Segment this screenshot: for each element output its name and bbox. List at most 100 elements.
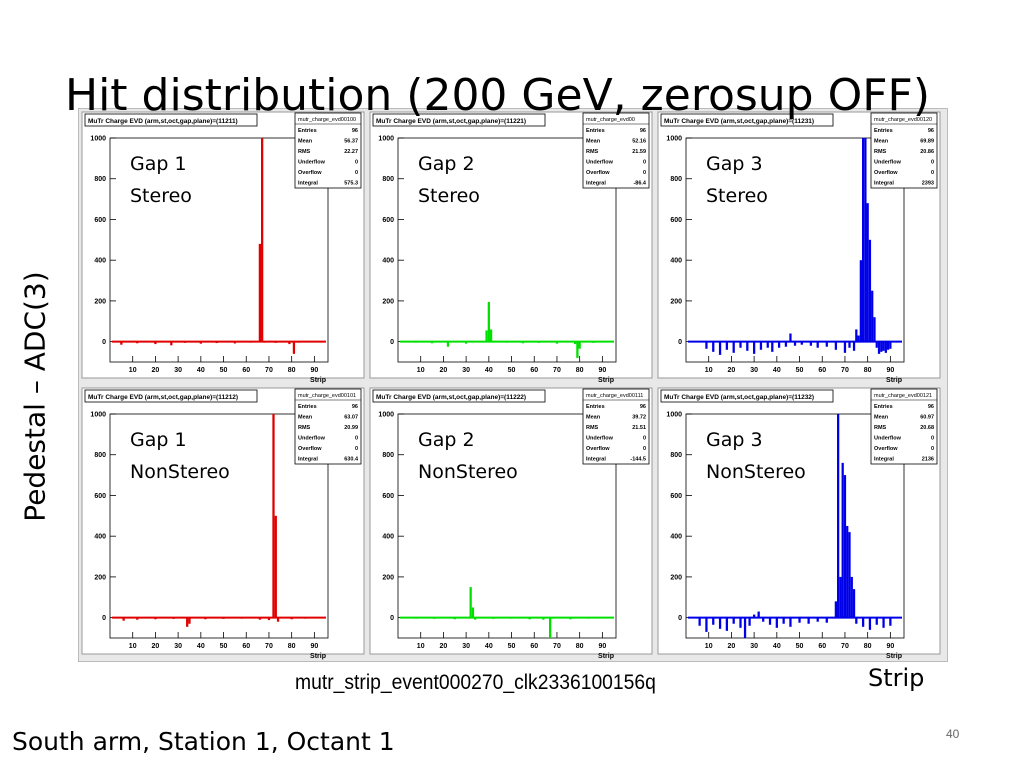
panel-4-bar [267, 617, 271, 621]
panel-3-bar [752, 341, 756, 354]
panel-6-gap-label: Gap 3 [706, 429, 763, 451]
panel-6-x-tick-label: 10 [705, 643, 713, 650]
panel-1-stat-name: RMS [298, 149, 311, 155]
panel-6-x-tick-label: 70 [841, 643, 849, 650]
panel-4-title-box [84, 389, 258, 403]
panel-1-plane-label: Stereo [130, 185, 192, 207]
panel-3-y-tick-label: 800 [670, 176, 682, 183]
panel-3-bar [857, 335, 860, 342]
panel-6-y-tick-label: 800 [670, 452, 682, 459]
panel-4-bar [204, 617, 207, 620]
panel-3-y-tick-label: 200 [670, 298, 682, 305]
panel-4-x-tick-label: 80 [288, 643, 296, 650]
panel-3-bar [725, 341, 729, 350]
panel-2-x-axis-label: Strip [598, 377, 614, 384]
panel-4-x-tick-label: 70 [265, 643, 273, 650]
panel-2-x-tick-label: 30 [462, 367, 470, 374]
panel-4-stat-value: 96 [352, 404, 358, 410]
panel-1-stat-name: Overflow [298, 170, 322, 176]
panel-4-plot-area [109, 413, 329, 639]
panel-1-stats-name: mutr_charge_evd00100 [298, 117, 356, 123]
panel-4-bar [240, 617, 243, 619]
panel-5-stat-name: RMS [586, 425, 599, 431]
panel-1-y-tick-label: 0 [102, 339, 106, 346]
panel-3-bar [746, 341, 749, 351]
panel-1-bar [263, 341, 266, 343]
panel-4-x-tick-label: 40 [197, 643, 205, 650]
panel-3-stat-value: 69.89 [920, 139, 934, 145]
panel-5-x-tick-label: 20 [440, 643, 448, 650]
panel-6-bar [861, 617, 865, 627]
panel-3-bar [766, 341, 769, 348]
panel-6-stat-value: 60.97 [920, 415, 934, 421]
panel-5-bar [415, 617, 418, 619]
panel-6-bar [882, 617, 885, 628]
panel-2-y-tick-label: 1000 [378, 136, 394, 143]
panel-2-title: MuTr Charge EVD (arm,st,oct,gap,plane)=(… [376, 118, 526, 125]
panel-5-gap-label: Gap 2 [418, 429, 475, 451]
panel-6-bar [752, 614, 756, 618]
panel-6-stat-value: 0 [931, 446, 934, 452]
panel-3-plane-label: Stereo [706, 185, 768, 207]
panel-5-x-tick-label: 80 [576, 643, 584, 650]
panel-4-y-tick-label: 200 [94, 574, 106, 581]
panel-4-bar [290, 617, 293, 620]
panel-6-stat-name: Integral [874, 457, 894, 463]
panel-6-stat-value: 2136 [922, 457, 934, 463]
panel-2-bar [576, 341, 579, 358]
panel-6-plot-area [685, 413, 905, 639]
panel-1-stat-name: Underflow [298, 160, 326, 166]
panel-4-x-tick-label: 30 [174, 643, 182, 650]
panel-5-bar [469, 587, 472, 618]
panel-5-bar [453, 617, 456, 620]
panel-2-bar [505, 341, 509, 343]
panel-1-bar [249, 341, 252, 343]
panel-2-stats-box [582, 112, 650, 189]
panel-1-x-tick-label: 50 [220, 367, 228, 374]
panel-4-stat-value: 63.07 [344, 415, 358, 421]
panel-3-bar [884, 341, 887, 353]
panel-2-bar [555, 341, 559, 344]
panel-3-stat-value: 20.86 [920, 149, 934, 155]
panel-1-y-tick-label: 200 [94, 298, 106, 305]
panel-5-plane-label: NonStereo [418, 461, 518, 483]
panel-5-bar [433, 617, 436, 619]
panel-6-bar [789, 617, 792, 627]
panel-3-bar [825, 341, 828, 347]
panel-1-stat-name: Mean [298, 139, 313, 145]
panel-5-x-axis-label: Strip [598, 653, 614, 660]
panel-2-bar [487, 301, 490, 342]
panel-6-x-tick-label: 60 [818, 643, 826, 650]
panel-3-bar [871, 290, 874, 342]
panel-6-bar [848, 532, 851, 618]
panel-6-y-tick-label: 400 [670, 534, 682, 541]
panel-5-bar [587, 617, 590, 619]
panel-6-y-tick-label: 1000 [666, 412, 682, 419]
panel-3-stats-name: mutr_charge_evd00120 [874, 117, 932, 123]
panel-1-x-tick-label: 30 [174, 367, 182, 374]
y-axis-title: Pedestal – ADC(3) [18, 271, 52, 522]
panel-3-x-tick-label: 20 [728, 367, 736, 374]
x-axis-title: Strip [868, 664, 925, 692]
panel-6-x-tick-label: 90 [886, 643, 894, 650]
panel-3-bar [739, 341, 742, 348]
panel-2-y-tick-label: 200 [382, 298, 394, 305]
panel-6-bar [782, 617, 785, 624]
panel-3-y-tick-label: 0 [678, 339, 682, 346]
panel-3-stat-name: Underflow [874, 160, 902, 166]
panel-3-bar [759, 341, 763, 350]
panel-3-stat-name: Entries [874, 128, 893, 134]
panel-4-y-tick-label: 800 [94, 452, 106, 459]
slide-title: Hit distribution (200 GeV, zerosup OFF) [65, 70, 931, 121]
panel-4-x-tick-label: 20 [152, 643, 160, 650]
panel-6-bar [798, 617, 801, 623]
panel-6-stat-name: Mean [874, 415, 889, 421]
panel-6-bar [807, 617, 810, 624]
panel-1-plot-area [109, 137, 329, 363]
panel-6-bar [839, 576, 842, 618]
panel-1-x-axis-label: Strip [310, 377, 326, 384]
panel-2-bar [537, 341, 540, 343]
panel-1-gap-label: Gap 1 [130, 153, 187, 175]
panel-4-stat-name: RMS [298, 425, 311, 431]
panel-6-bar [855, 617, 858, 624]
